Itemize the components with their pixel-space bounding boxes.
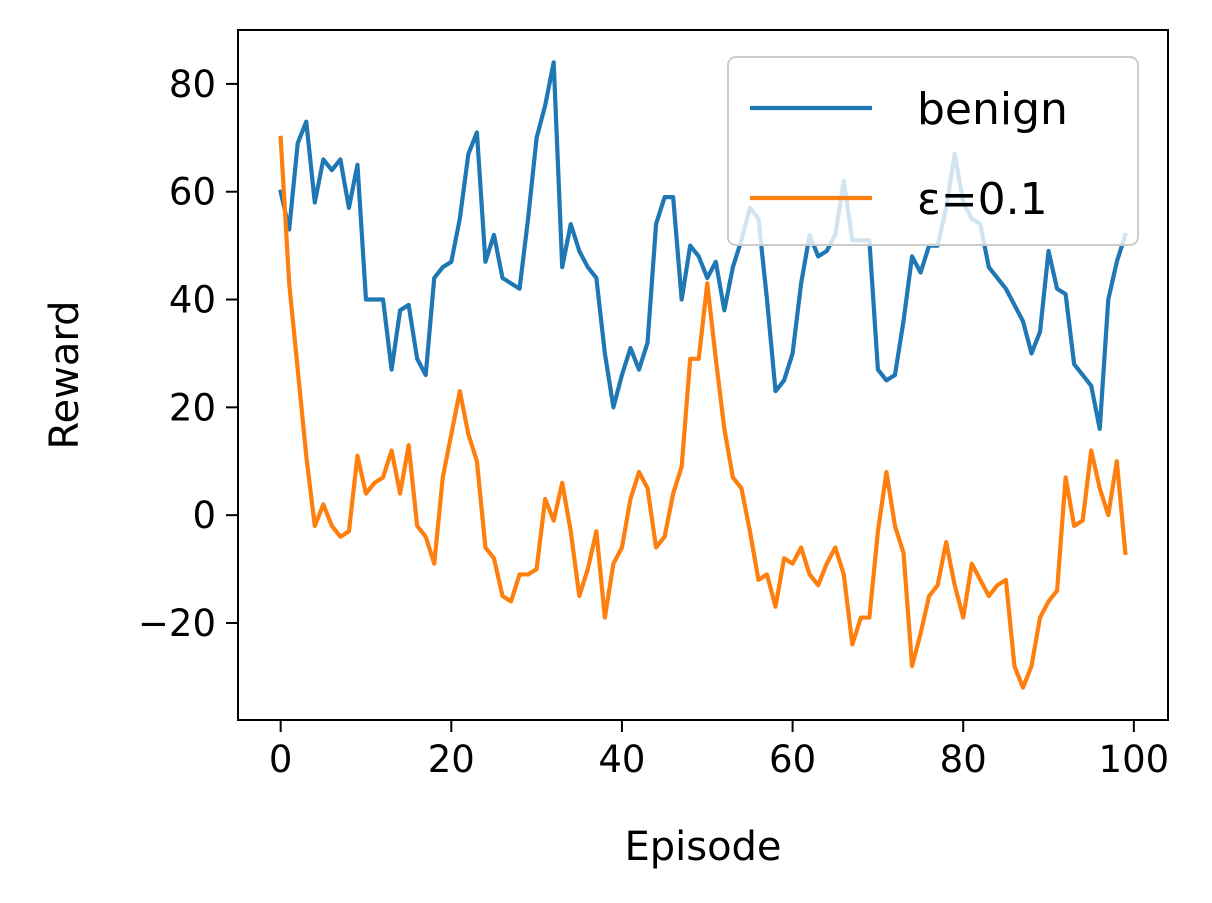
y-tick-label: −20 [138,602,216,645]
x-tick-label: 100 [1099,738,1170,781]
y-tick-label: 20 [169,386,216,429]
y-axis-title: Reward [42,301,88,450]
y-tick-label: 80 [169,63,216,106]
axes: 0 20 40 60 80 100 −20 0 20 40 60 80 Episode Reward [42,29,1170,870]
series-line-epsilon-0-1 [278,135,1128,690]
y-tick-label: 0 [192,494,216,537]
y-tick-label: 40 [169,279,216,322]
y-tick-label: 60 [169,171,216,214]
x-tick-label: 0 [269,738,293,781]
x-tick-label: 80 [940,738,987,781]
legend-label: ε=0.1 [917,174,1048,225]
legend: benign ε=0.1 [727,56,1139,246]
x-tick-label: 60 [769,738,816,781]
plot-frame [237,29,1169,721]
legend-label: benign [917,84,1068,135]
x-tick-label: 20 [428,738,475,781]
x-axis-title: Episode [624,824,781,870]
x-tick-label: 40 [598,738,645,781]
